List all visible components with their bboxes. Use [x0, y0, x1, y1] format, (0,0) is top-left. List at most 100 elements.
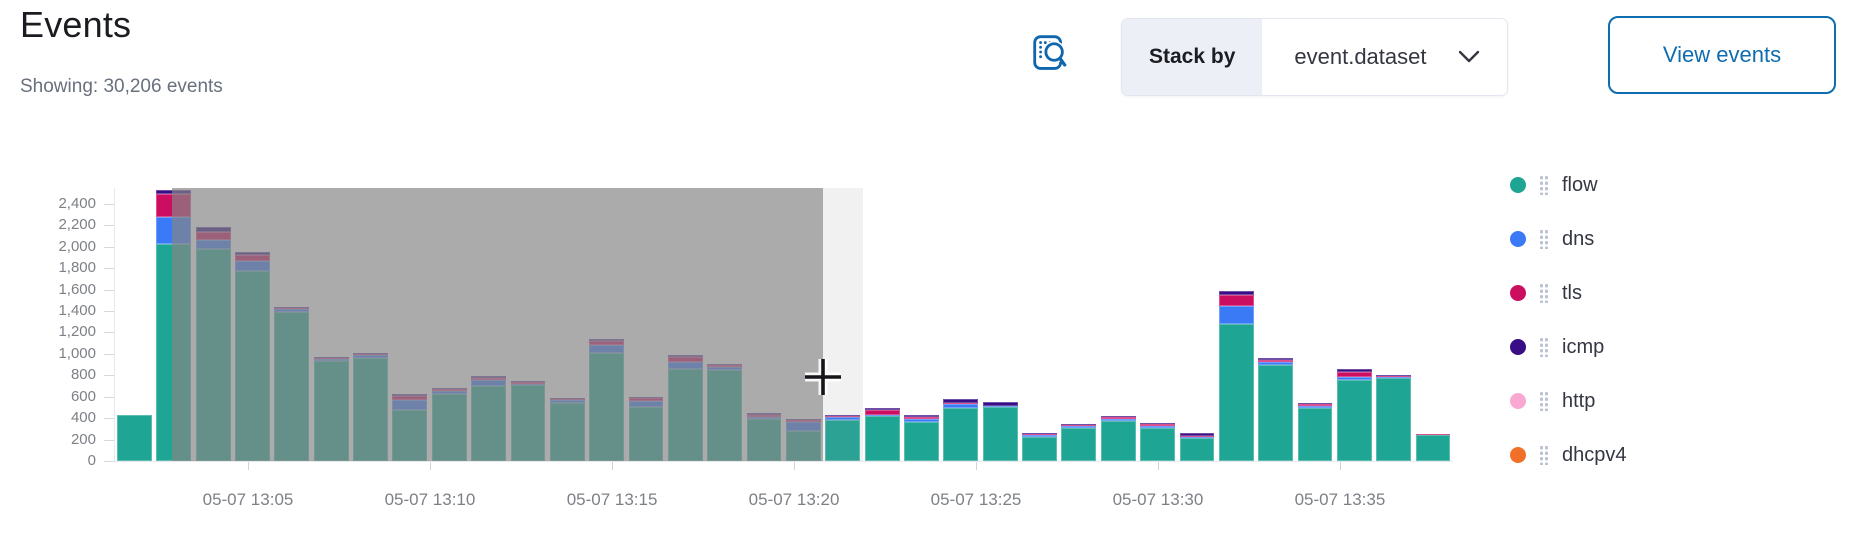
y-axis-tick-mark [104, 268, 114, 270]
drag-dots-handle-icon [1539, 391, 1549, 411]
inspect-button[interactable] [1030, 32, 1070, 72]
histogram-bar[interactable] [1415, 434, 1451, 461]
flow-segment [864, 416, 900, 461]
tls-segment [1179, 435, 1215, 437]
legend-color-dot [1510, 393, 1526, 409]
icmp-segment [1336, 368, 1372, 372]
histogram-bar[interactable] [825, 414, 861, 461]
legend-color-dot [1510, 177, 1526, 193]
flow-segment [1061, 427, 1097, 461]
icmp-segment [1061, 423, 1097, 425]
x-axis-tick-mark [247, 462, 249, 470]
histogram-bar[interactable] [1336, 368, 1372, 461]
icmp-segment [982, 402, 1018, 407]
x-axis-tick-mark [1157, 462, 1159, 470]
tls-segment [1376, 375, 1412, 377]
y-axis-line [114, 188, 115, 463]
flow-segment [1100, 420, 1136, 461]
dns-segment [1258, 362, 1294, 365]
inspect-magnifier-icon [1033, 35, 1067, 70]
drag-dots-handle-icon [1539, 229, 1549, 249]
histogram-bar[interactable] [1061, 423, 1097, 461]
flow-segment [1218, 323, 1254, 461]
y-axis-tick-mark [104, 332, 114, 334]
y-axis-tick-label: 2,200 [58, 216, 96, 234]
legend-color-dot [1510, 285, 1526, 301]
dns-segment [1336, 376, 1372, 380]
brush-selection-overlay[interactable] [172, 188, 824, 461]
flow-segment [1415, 435, 1451, 461]
tls-segment [943, 403, 979, 405]
dns-segment [904, 419, 939, 422]
histogram-bar[interactable] [982, 402, 1018, 461]
dns-segment [1140, 425, 1176, 428]
legend-item-icmp[interactable]: icmp [1510, 334, 1627, 360]
x-axis-tick-mark [794, 462, 796, 470]
histogram-bar[interactable] [1100, 416, 1136, 461]
histogram-bar[interactable] [1022, 432, 1057, 461]
stack-by-control: Stack by event.dataset [1121, 18, 1508, 96]
icmp-segment [1297, 402, 1333, 405]
x-axis-tick-mark [612, 462, 614, 470]
dns-segment [1218, 305, 1254, 324]
histogram-bar[interactable] [1297, 402, 1333, 461]
icmp-segment [825, 414, 861, 416]
x-axis-tick-mark [976, 462, 977, 470]
tls-segment [1061, 424, 1097, 427]
legend-item-http[interactable]: http [1510, 388, 1627, 414]
y-axis-tick-label: 200 [70, 430, 96, 448]
dns-segment [825, 417, 861, 420]
dns-segment [1022, 435, 1057, 437]
icmp-segment [904, 414, 939, 417]
histogram-bar[interactable] [943, 398, 979, 461]
dns-segment [1297, 405, 1333, 408]
tls-segment [1022, 434, 1057, 436]
legend-item-flow[interactable]: flow [1510, 172, 1627, 198]
x-axis-tick-label: 05-07 13:35 [1294, 490, 1386, 509]
hovered-bucket-highlight [823, 188, 863, 461]
icmp-segment [943, 398, 979, 404]
legend-item-dhcpv4[interactable]: dhcpv4 [1510, 442, 1627, 468]
histogram-bar[interactable] [1179, 432, 1215, 461]
histogram-bar[interactable] [864, 407, 900, 461]
y-axis-tick-mark [104, 396, 114, 398]
x-axis-tick-label: 05-07 13:25 [930, 490, 1022, 509]
chevron-down-icon [1458, 50, 1479, 63]
flow-segment [1022, 437, 1057, 461]
y-axis-tick-label: 0 [87, 452, 96, 469]
flow-segment [825, 419, 861, 461]
tls-segment [825, 415, 861, 418]
icmp-segment [1258, 357, 1294, 360]
drag-dots-handle-icon [1539, 283, 1549, 303]
histogram-bar[interactable] [1376, 374, 1412, 461]
tls-segment [1258, 359, 1294, 363]
legend-color-dot [1510, 339, 1526, 355]
icmp-segment [1179, 432, 1215, 436]
flow-segment [1336, 379, 1372, 461]
legend-item-tls[interactable]: tls [1510, 280, 1627, 306]
histogram-bar[interactable] [1218, 290, 1254, 461]
histogram-bar[interactable] [904, 414, 939, 461]
x-axis-tick-label: 05-07 13:30 [1112, 490, 1204, 509]
histogram-plot-area[interactable] [115, 188, 1453, 461]
legend-item-label: http [1562, 389, 1596, 412]
histogram-bar[interactable] [1140, 422, 1176, 461]
legend-color-dot [1510, 447, 1526, 463]
histogram-bar[interactable] [1258, 357, 1294, 461]
x-axis-tick-label: 05-07 13:10 [384, 490, 476, 509]
legend-item-dns[interactable]: dns [1510, 226, 1627, 252]
flow-segment [1140, 428, 1176, 461]
flow-segment [1297, 407, 1333, 461]
stack-by-select[interactable]: event.dataset [1262, 19, 1507, 95]
histogram-bar[interactable] [117, 414, 152, 461]
drag-dots-handle-icon [1539, 175, 1549, 195]
x-axis-tick-label: 05-07 13:20 [748, 490, 840, 509]
x-axis-tick-mark [1339, 462, 1341, 470]
y-axis-tick-label: 400 [70, 409, 96, 427]
dns-segment [982, 406, 1018, 407]
y-axis-tick-mark [104, 439, 114, 441]
icmp-segment [1376, 374, 1412, 376]
flow-segment [1179, 437, 1215, 461]
view-events-button[interactable]: View events [1608, 16, 1836, 94]
